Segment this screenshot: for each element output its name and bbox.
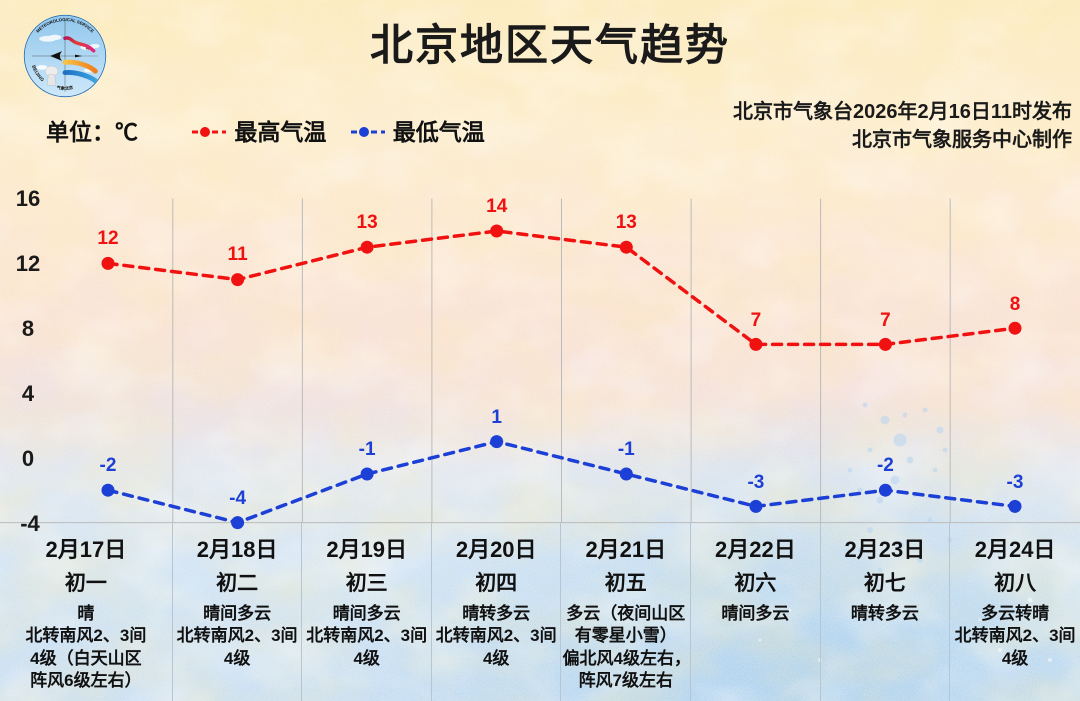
svg-text:-4: -4 [229,488,246,509]
svg-text:-3: -3 [747,472,764,493]
svg-text:13: 13 [616,212,637,233]
svg-text:7: 7 [880,310,891,331]
svg-text:-3: -3 [1007,472,1024,493]
svg-text:16: 16 [16,186,40,211]
svg-text:14: 14 [486,196,508,217]
svg-text:13: 13 [357,212,378,233]
svg-text:4: 4 [22,381,35,406]
svg-text:-2: -2 [100,455,117,476]
svg-text:7: 7 [751,310,762,331]
svg-text:-1: -1 [359,439,376,460]
svg-text:12: 12 [16,251,40,276]
svg-text:11: 11 [228,244,249,265]
svg-text:1: 1 [491,407,502,428]
svg-text:12: 12 [97,228,118,249]
svg-text:0: 0 [22,446,34,471]
svg-text:8: 8 [22,316,34,341]
svg-text:-2: -2 [877,455,894,476]
svg-text:8: 8 [1010,294,1021,315]
svg-text:-1: -1 [618,439,635,460]
